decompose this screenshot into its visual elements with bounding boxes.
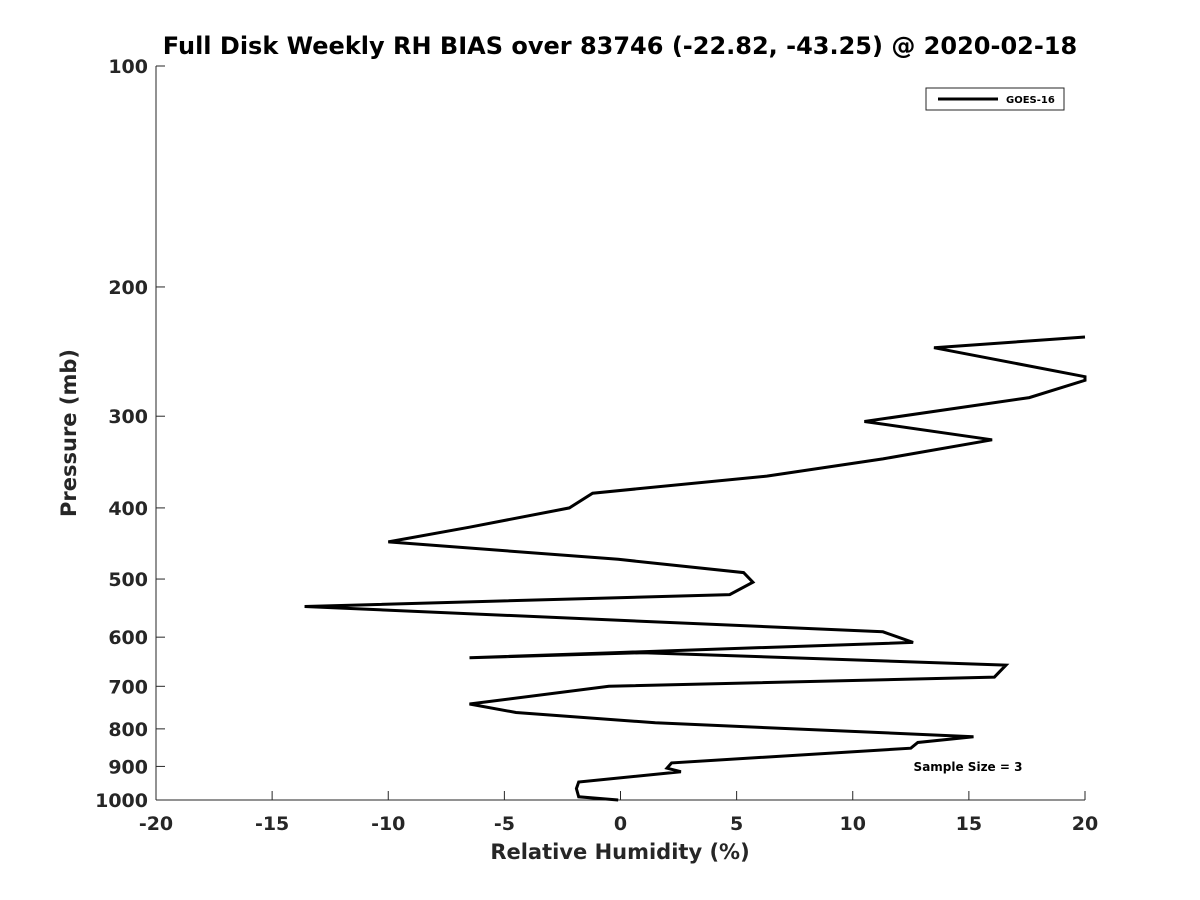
x-tick-label: -15 [255,813,289,835]
y-tick-label: 800 [108,719,148,741]
x-tick-label: 10 [840,813,866,835]
series-layer [304,335,1087,802]
y-axis-label: Pressure (mb) [57,349,81,517]
series-line-goes-16 [304,335,1087,802]
y-tick-label: 1000 [95,790,148,812]
y-tick-label: 700 [108,676,148,698]
y-tick-label: 300 [108,406,148,428]
x-tick-label: 15 [956,813,982,835]
y-tick-label: 200 [108,277,148,299]
legend: GOES-16 [925,87,1065,111]
axes: -20 -15 -10 -5 0 5 10 15 20 100 200 300 400 500 600 700… [95,56,1098,835]
y-tick-label: 500 [108,569,148,591]
x-tick-label: 0 [614,813,627,835]
y-tick-label: 100 [108,56,148,78]
x-tick-label: 20 [1072,813,1098,835]
sample-size-annotation: Sample Size = 3 [914,760,1023,774]
x-tick-label: -10 [371,813,405,835]
y-tick-label: 400 [108,498,148,520]
x-axis-label: Relative Humidity (%) [490,840,749,864]
x-tick-label: -5 [494,813,515,835]
x-tick-label: 5 [730,813,743,835]
y-tick-label: 600 [108,627,148,649]
y-tick-label: 900 [108,756,148,778]
chart-title: Full Disk Weekly RH BIAS over 83746 (-22… [163,32,1077,60]
legend-label: GOES-16 [1006,95,1055,106]
x-tick-label: -20 [139,813,173,835]
